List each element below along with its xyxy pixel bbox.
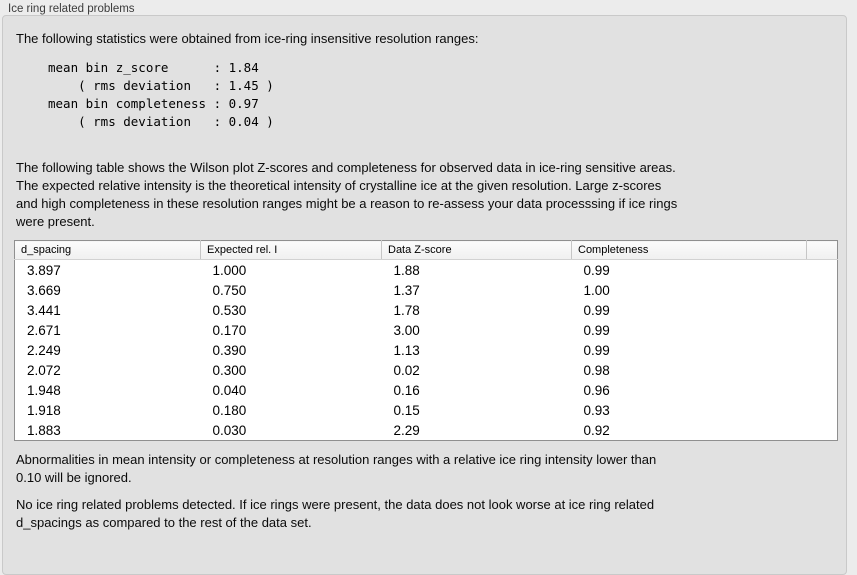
column-header[interactable]: Expected rel. I [200, 240, 382, 260]
conclusion-text: No ice ring related problems detected. I… [16, 497, 655, 530]
table-cell: 1.00 [583, 282, 610, 298]
table-row[interactable]: 1.883 0.030 2.29 0.92 [15, 420, 838, 441]
table-row[interactable]: 3.441 0.530 1.78 0.99 [15, 300, 838, 320]
table-cell: 0.300 [212, 362, 247, 378]
table-cell: 0.16 [393, 382, 420, 398]
table-cell: 0.93 [583, 402, 610, 418]
table-row[interactable]: 3.897 1.000 1.88 0.99 [15, 260, 838, 281]
table-cell: 2.072 [27, 362, 61, 378]
table-cell: 2.29 [393, 422, 420, 438]
table-cell: 2.671 [27, 322, 61, 338]
table-header-row: d_spacing Expected rel. I Data Z-score Comp… [14, 240, 838, 260]
column-header[interactable]: Data Z-score [381, 240, 572, 260]
table-cell: 0.180 [212, 402, 247, 418]
column-header[interactable] [806, 240, 838, 260]
table-cell: 0.99 [583, 262, 610, 278]
table-cell [807, 280, 838, 300]
table-cell: 0.170 [212, 322, 247, 338]
table-cell: 3.00 [393, 322, 420, 338]
table-cell: 1.883 [27, 422, 61, 438]
table-cell: 0.96 [583, 382, 610, 398]
table-row[interactable]: 2.671 0.170 3.00 0.99 [15, 320, 838, 340]
ice-ring-table: d_spacing Expected rel. I Data Z-score Comp… [14, 240, 838, 441]
table-row[interactable]: 1.948 0.040 0.16 0.96 [15, 380, 838, 400]
table-cell: 1.948 [27, 382, 61, 398]
stats-block: mean bin z_score : 1.84 ( rms deviation … [48, 60, 274, 129]
table-cell: 0.02 [393, 362, 420, 378]
table-cell: 0.99 [583, 322, 610, 338]
table-cell: 3.897 [27, 262, 61, 278]
table-cell: 1.88 [393, 262, 420, 278]
footnote-text: Abnormalities in mean intensity or compl… [16, 452, 657, 485]
table-cell [807, 260, 838, 281]
table-row[interactable]: 1.918 0.180 0.15 0.93 [15, 400, 838, 420]
description-text: The following table shows the Wilson plo… [16, 160, 678, 229]
table-cell [807, 360, 838, 380]
table-cell: 0.040 [212, 382, 247, 398]
table-cell: 0.92 [583, 422, 610, 438]
table-cell [807, 340, 838, 360]
table-body: 3.897 1.000 1.88 0.99 3.669 0.750 1.37 1.00 3.44… [15, 260, 838, 441]
table-cell: 0.99 [583, 342, 610, 358]
column-header[interactable]: d_spacing [14, 240, 201, 260]
table-cell: 0.99 [583, 302, 610, 318]
intro-text: The following statistics were obtained f… [16, 31, 479, 46]
table-cell: 0.390 [212, 342, 247, 358]
table-cell: 0.530 [212, 302, 247, 318]
table-cell [807, 300, 838, 320]
table-cell [807, 380, 838, 400]
table-cell: 1.918 [27, 402, 61, 418]
table-cell: 0.15 [393, 402, 420, 418]
table-cell: 1.37 [393, 282, 420, 298]
table-cell [807, 400, 838, 420]
table-cell: 3.669 [27, 282, 61, 298]
table-cell: 1.000 [212, 262, 247, 278]
table-cell: 0.030 [212, 422, 247, 438]
column-header[interactable]: Completeness [571, 240, 807, 260]
table-row[interactable]: 2.072 0.300 0.02 0.98 [15, 360, 838, 380]
table-cell: 0.98 [583, 362, 610, 378]
table-row[interactable]: 2.249 0.390 1.13 0.99 [15, 340, 838, 360]
table-cell: 1.13 [393, 342, 420, 358]
table-cell: 3.441 [27, 302, 61, 318]
table-cell: 0.750 [212, 282, 247, 298]
ice-ring-panel: { "panel": { "title": "Ice ring related … [2, 3, 847, 575]
table-cell [807, 320, 838, 340]
table-cell [807, 420, 838, 441]
panel-title: Ice ring related problems [8, 3, 135, 15]
table-cell: 2.249 [27, 342, 61, 358]
table-cell: 1.78 [393, 302, 420, 318]
table-row[interactable]: 3.669 0.750 1.37 1.00 [15, 280, 838, 300]
